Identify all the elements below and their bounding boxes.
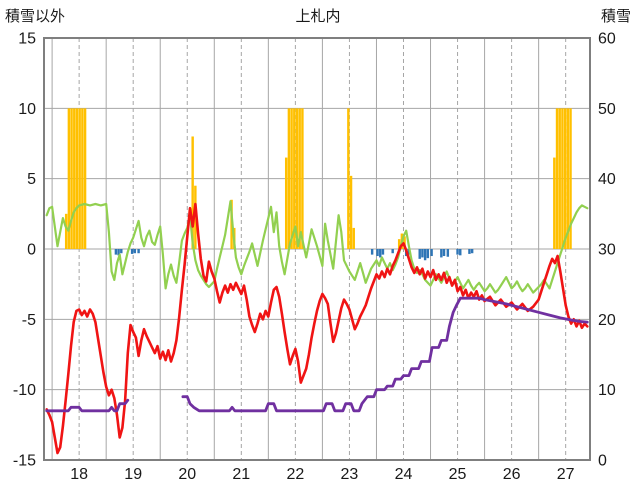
right-axis-tick: 20	[598, 312, 616, 329]
series-snowfall-bars	[114, 249, 474, 261]
x-axis-tick: 26	[503, 466, 521, 483]
left-axis-tick: -10	[13, 382, 36, 399]
x-axis-tick: 22	[286, 466, 304, 483]
x-axis-tick: 25	[449, 466, 467, 483]
right-axis-tick: 50	[598, 101, 616, 118]
right-axis-tick: 30	[598, 242, 616, 259]
x-axis-tick: 19	[124, 466, 142, 483]
right-axis-tick: 10	[598, 382, 616, 399]
x-axis-tick: 27	[557, 466, 575, 483]
right-axis-tick: 0	[598, 453, 607, 470]
left-axis-tick: -15	[13, 453, 36, 470]
plot-border	[43, 37, 591, 461]
left-axis-title: 積雪以外	[5, 8, 66, 25]
chart-title: 上札内	[295, 8, 341, 25]
left-axis-tick: 10	[18, 101, 36, 118]
left-axis-tick: -5	[22, 312, 36, 329]
left-axis-tick: 5	[27, 171, 36, 188]
x-axis-tick: 20	[178, 466, 196, 483]
series-snow-depth-line	[45, 296, 589, 413]
x-axis-tick: 18	[70, 466, 88, 483]
right-axis-tick: 40	[598, 171, 616, 188]
left-axis-tick: 0	[27, 242, 36, 259]
right-axis-title: 積雪	[600, 8, 631, 25]
right-axis-tick: 60	[598, 31, 616, 48]
series-secondary-line	[45, 200, 589, 294]
left-axis-tick: 15	[18, 31, 36, 48]
series-temperature-line	[45, 202, 589, 455]
x-axis-tick: 23	[341, 466, 359, 483]
x-axis-tick: 21	[232, 466, 250, 483]
x-axis-tick: 24	[395, 466, 413, 483]
